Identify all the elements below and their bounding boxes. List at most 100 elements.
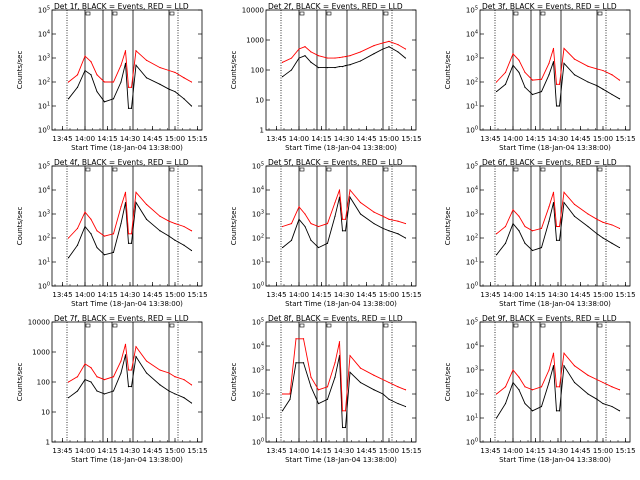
y-tick-label: 101 xyxy=(466,102,478,111)
events-data-point xyxy=(174,393,176,395)
lld-data-point xyxy=(563,47,565,50)
events-data-point xyxy=(558,105,561,107)
x-tick-label: 15:00 xyxy=(165,291,185,299)
lld-data-point xyxy=(295,338,297,340)
events-data-point xyxy=(190,249,193,252)
lld-data-point xyxy=(349,189,351,191)
y-tick-label: 105 xyxy=(38,6,50,15)
events-data-point xyxy=(326,67,329,69)
events-data-point xyxy=(373,222,375,225)
events-data-point xyxy=(127,386,130,388)
y-tick-label: 103 xyxy=(38,54,50,63)
lld-data-point xyxy=(334,57,336,59)
event-flag-icon xyxy=(513,11,519,16)
lld-data-point xyxy=(174,376,176,378)
events-data-point xyxy=(524,242,526,244)
lld-data-point xyxy=(338,341,341,343)
x-tick-label: 14:00 xyxy=(289,291,309,299)
events-data-point xyxy=(183,244,185,246)
events-data-point xyxy=(326,398,329,400)
events-data-point xyxy=(112,251,115,254)
lld-data-point xyxy=(373,374,375,376)
y-tick-label: 104 xyxy=(466,186,478,195)
events-data-point xyxy=(344,230,347,232)
lld-data-point xyxy=(338,189,341,191)
x-tick-label: 14:30 xyxy=(548,447,568,455)
events-data-point xyxy=(145,77,148,79)
events-series-line xyxy=(68,354,192,404)
y-tick-label: 100 xyxy=(251,67,264,75)
lld-data-point xyxy=(183,225,185,228)
events-data-point xyxy=(304,225,306,228)
events-data-point xyxy=(548,220,550,222)
lld-data-point xyxy=(359,201,362,204)
y-tick-label: 10000 xyxy=(28,319,50,327)
events-data-point xyxy=(304,55,306,57)
lld-data-point xyxy=(596,378,598,381)
events-series-line xyxy=(68,63,192,109)
lld-data-point xyxy=(555,83,558,85)
x-tick-label: 14:15 xyxy=(311,291,331,299)
events-data-point xyxy=(168,88,170,90)
events-data-point xyxy=(76,244,79,246)
lld-data-point xyxy=(504,386,507,388)
lld-data-point xyxy=(84,363,86,365)
events-data-point xyxy=(552,201,555,204)
lld-data-point xyxy=(145,203,148,206)
y-tick-label: 103 xyxy=(252,210,264,219)
plot-frame xyxy=(479,9,631,131)
events-data-point xyxy=(295,362,297,364)
event-flag-icon xyxy=(85,167,91,172)
lld-data-point xyxy=(289,393,291,395)
x-tick-label: 13:45 xyxy=(52,135,72,143)
x-tick-label: 15:00 xyxy=(593,135,613,143)
y-axis-label: Counts/sec xyxy=(230,51,238,90)
panel-9: Det 9f, BLACK = Events, RED = LLD 100 101 1… xyxy=(444,314,636,464)
panel-6: Det 6f, BLACK = Events, RED = LLD 100 101 1… xyxy=(444,158,636,308)
lld-data-point xyxy=(563,352,565,354)
panel-title: Det 1f, BLACK = Events, RED = LLD xyxy=(54,2,189,11)
lld-data-point xyxy=(120,64,122,66)
events-data-point xyxy=(404,405,407,408)
y-tick-label: 100 xyxy=(252,438,264,447)
y-axis-label: Counts/sec xyxy=(16,207,24,246)
x-tick-label: 15:15 xyxy=(187,447,207,455)
y-axis-label: Counts/sec xyxy=(16,363,24,402)
events-data-point xyxy=(120,222,122,225)
x-tick-label: 14:30 xyxy=(548,291,568,299)
events-data-point xyxy=(359,381,362,384)
lld-data-point xyxy=(341,218,344,220)
lld-data-point xyxy=(555,225,558,228)
lld-data-point xyxy=(96,376,98,378)
lld-series-line xyxy=(282,188,406,227)
y-tick-label: 100 xyxy=(37,379,50,387)
lld-data-point xyxy=(124,343,127,345)
events-data-point xyxy=(602,402,604,405)
x-tick-label: 14:45 xyxy=(356,447,376,455)
events-data-point xyxy=(540,246,543,249)
plot-frame xyxy=(479,321,631,443)
lld-data-point xyxy=(84,211,86,213)
events-series-line xyxy=(496,61,620,107)
events-data-point xyxy=(587,81,589,83)
y-tick-label: 100 xyxy=(466,126,478,135)
y-axis-label: Counts/sec xyxy=(444,51,452,90)
x-axis-label: Start Time (18-Jan-04 13:38:00) xyxy=(71,456,183,464)
events-data-point xyxy=(334,67,336,69)
events-data-point xyxy=(555,105,558,107)
events-data-point xyxy=(112,98,115,100)
events-data-point xyxy=(404,237,407,239)
lld-data-point xyxy=(548,206,550,208)
events-data-point xyxy=(373,389,375,391)
y-tick-label: 100 xyxy=(38,126,50,135)
x-tick-label: 14:15 xyxy=(311,447,331,455)
lld-data-point xyxy=(552,352,555,354)
events-data-point xyxy=(382,48,384,50)
lld-data-point xyxy=(397,44,399,46)
lld-data-point xyxy=(326,222,329,225)
event-flag-icon xyxy=(540,11,546,16)
y-tick-label: 105 xyxy=(466,318,478,327)
x-tick-label: 15:00 xyxy=(593,447,613,455)
x-tick-label: 15:15 xyxy=(401,447,421,455)
event-flag-icon xyxy=(112,323,118,328)
